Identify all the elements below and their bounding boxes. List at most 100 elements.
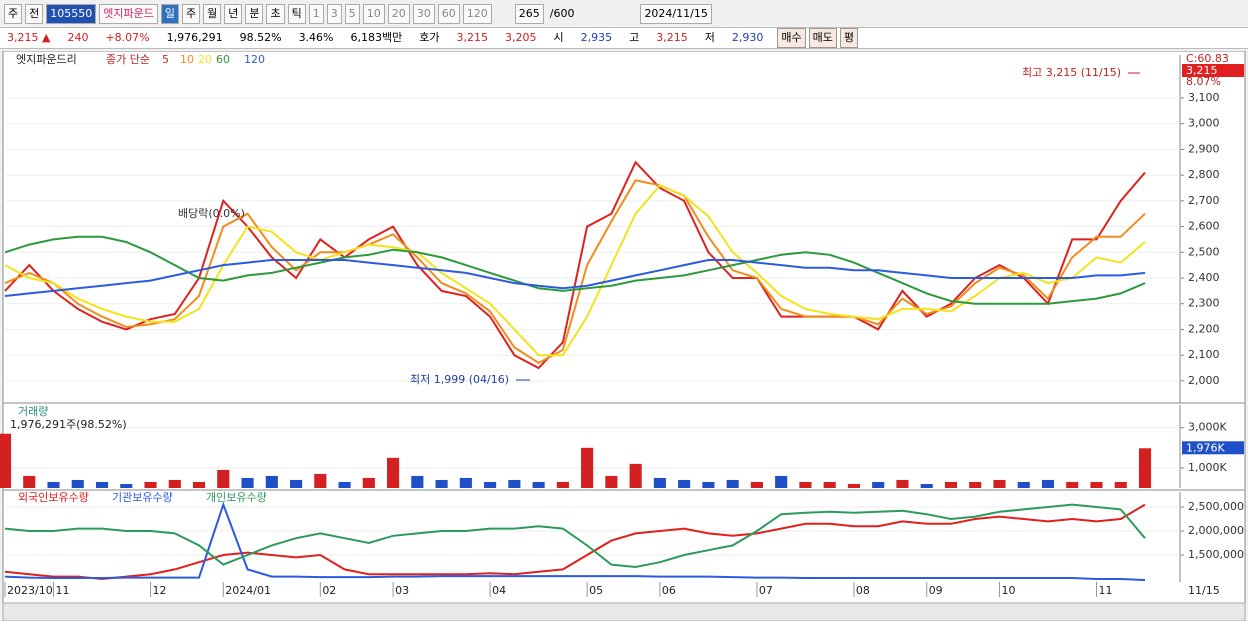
volume-bar: [411, 475, 424, 488]
interval-button[interactable]: 일: [160, 4, 179, 24]
volume-bar: [192, 481, 206, 488]
info-buy[interactable]: 매수: [777, 28, 806, 48]
toolbar-code[interactable]: 105550: [46, 4, 97, 24]
info-avg[interactable]: 평: [839, 28, 858, 48]
volume-bar: [290, 479, 303, 488]
date-input[interactable]: 2024/11/15: [640, 4, 712, 24]
info-volume: 1,976,291: [166, 31, 223, 44]
y-tick-label: 2,300: [1188, 297, 1220, 310]
volume-bar: [71, 479, 84, 488]
legend-entry: 10: [180, 53, 194, 66]
toolbar-name[interactable]: 엣지파운드: [99, 4, 158, 24]
minute-button[interactable]: 30: [412, 4, 435, 24]
info-low: 2,930: [731, 31, 764, 44]
volume-bar: [653, 477, 666, 488]
minute-button[interactable]: 20: [387, 4, 410, 24]
x-tick-label: 05: [589, 584, 603, 597]
y-tick-label: 2,900: [1188, 142, 1220, 155]
last-box: [1182, 64, 1244, 77]
interval-button[interactable]: 틱: [287, 4, 306, 24]
y-tick-label: 3,100: [1188, 91, 1220, 104]
date-label: 11/15: [1188, 584, 1220, 597]
minute-button[interactable]: 10: [362, 4, 385, 24]
annotation: 최고 3,215 (11/15): [1022, 66, 1121, 79]
legend-entry: 60: [216, 53, 230, 66]
x-tick-label: 08: [856, 584, 870, 597]
x-tick-label: 10: [1001, 584, 1015, 597]
y-tick-label: 2,000,000: [1188, 524, 1244, 537]
volume-bar: [872, 481, 885, 488]
info-high-label: 고: [629, 31, 640, 44]
info-turnover: 3.46%: [298, 31, 334, 44]
chart-area: 2,000 2,100 2,200 2,300 2,400 2,500 2,600 2,700…: [0, 51, 1246, 621]
minute-button[interactable]: 5: [344, 4, 360, 24]
y-tick-label: 1,500,000: [1188, 548, 1244, 561]
chart-title: 엣지파운드리: [16, 53, 77, 66]
last-pct: 8.07%: [1186, 75, 1221, 88]
y-tick-label: 2,100: [1188, 348, 1220, 361]
volume-bar: [799, 481, 812, 488]
minute-button[interactable]: 1: [308, 4, 324, 24]
volume-bar: [629, 463, 642, 488]
volume-bar: [362, 477, 375, 488]
x-tick-label: 11: [56, 584, 70, 597]
x-tick-label: 12: [153, 584, 167, 597]
count-input[interactable]: 265: [514, 4, 544, 24]
legend-entry: 5: [162, 53, 169, 66]
x-tick-label: 09: [929, 584, 943, 597]
info-change-pct: +8.07%: [105, 31, 150, 44]
series-line: [4, 184, 1146, 357]
volume-bar: [726, 479, 739, 488]
info-quote-label: 호가: [419, 31, 440, 44]
y-tick-label: 2,600: [1188, 220, 1220, 233]
info-ask: 3,215: [456, 31, 489, 44]
series-line: [4, 503, 1146, 569]
toolbar-scope[interactable]: 전: [25, 4, 44, 24]
volume-bar: [0, 433, 12, 488]
info-bid: 3,205: [505, 31, 537, 44]
interval-button[interactable]: 초: [266, 4, 285, 24]
legend-entry: 기관보유수량: [112, 491, 173, 504]
volume-bar: [993, 479, 1006, 488]
x-tick-label: 2023/10: [7, 584, 53, 597]
interval-button[interactable]: 월: [203, 4, 222, 24]
count-max: /600: [549, 7, 575, 20]
volume-bar: [95, 481, 109, 488]
interval-button[interactable]: 년: [224, 4, 243, 24]
minute-button[interactable]: 3: [326, 4, 342, 24]
info-sell[interactable]: 매도: [808, 28, 837, 48]
volume-bar: [144, 481, 157, 488]
volume-bar: [1138, 448, 1152, 488]
volume-bar: [1017, 481, 1030, 488]
y-tick-label: 2,700: [1188, 194, 1220, 207]
minute-button[interactable]: 120: [462, 4, 492, 24]
minute-button[interactable]: 60: [437, 4, 460, 24]
y-tick-label: 1,000K: [1188, 461, 1227, 474]
scrollbar[interactable]: [2, 602, 1246, 621]
panel-subtitle: 1,976,291주(98.52%): [10, 418, 127, 431]
volume-bar: [1041, 479, 1055, 488]
series-line: [4, 235, 1146, 305]
volume-bar: [484, 481, 497, 488]
info-bar: 3,215 ▲ 240 +8.07% 1,976,291 98.52% 3.46% 6,18…: [0, 27, 1248, 49]
interval-button[interactable]: 분: [245, 4, 264, 24]
current-pct: 98.52%: [1186, 452, 1228, 465]
volume-bar: [532, 481, 545, 488]
legend-entry: 외국인보유수량: [18, 491, 89, 504]
volume-bar: [920, 483, 933, 488]
volume-bar: [459, 477, 472, 488]
volume-bar: [750, 481, 763, 488]
interval-button[interactable]: 주: [181, 4, 201, 24]
y-tick-label: 2,000: [1188, 374, 1220, 387]
info-low-label: 저: [704, 31, 715, 44]
y-tick-label: 2,800: [1188, 168, 1220, 181]
volume-bar: [1114, 481, 1127, 488]
x-tick-label: 2024/01: [225, 584, 271, 597]
toolbar-period[interactable]: 주: [4, 4, 23, 24]
volume-bar: [168, 479, 181, 488]
y-tick-label: 3,000K: [1188, 421, 1227, 434]
info-volume-ratio: 98.52%: [239, 31, 282, 44]
x-tick-label: 02: [322, 584, 336, 597]
volume-bar: [605, 475, 618, 488]
